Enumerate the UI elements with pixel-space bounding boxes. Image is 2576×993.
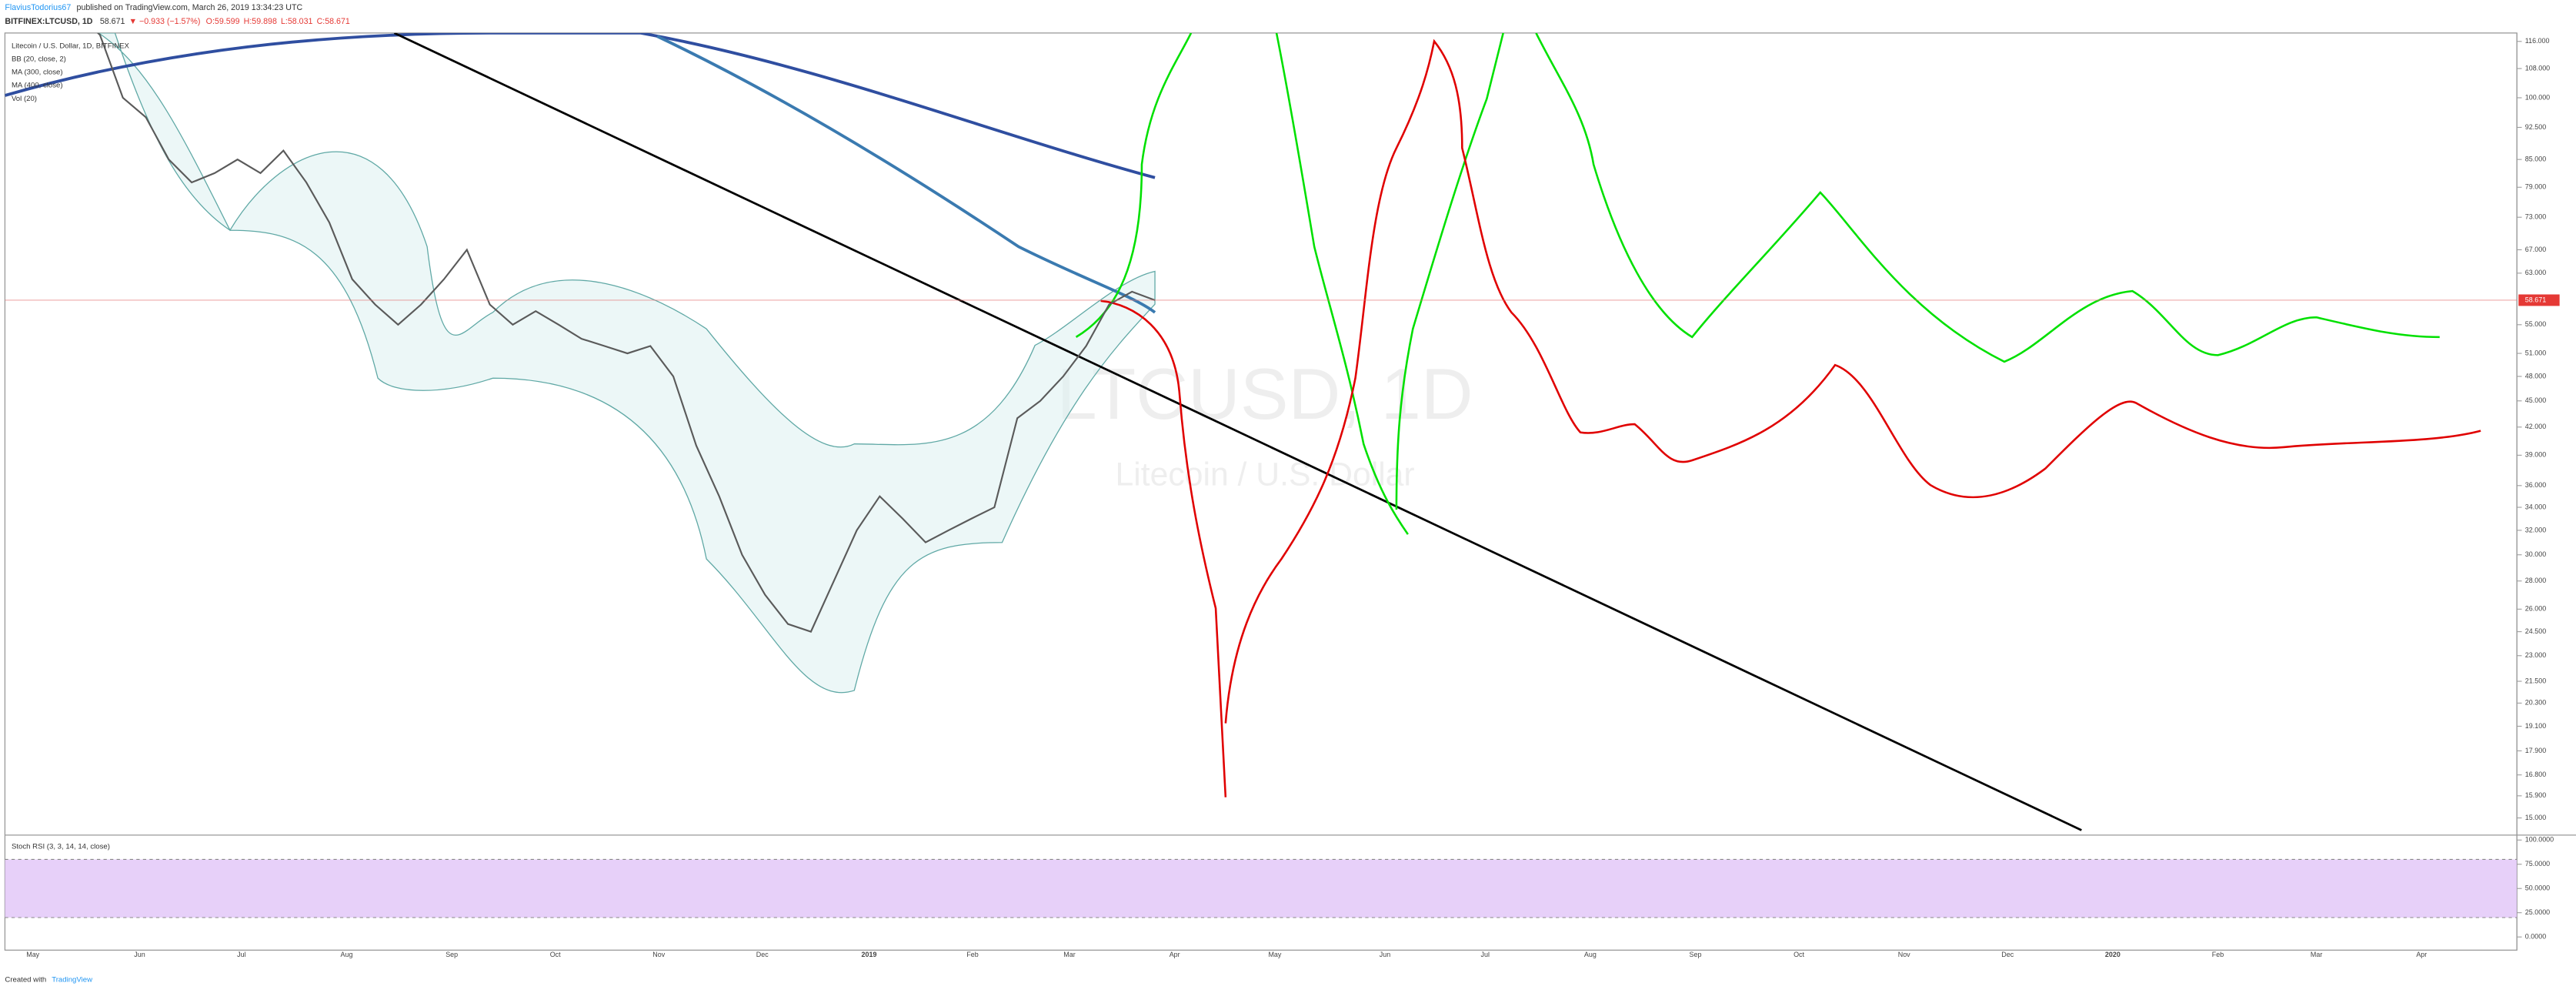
footer: Created with TradingView bbox=[5, 975, 92, 984]
legend-item: MA (400, close) bbox=[12, 82, 63, 90]
y-tick-label: 34.000 bbox=[2525, 503, 2546, 510]
x-tick-label: 2019 bbox=[862, 951, 877, 958]
x-tick-label: Jun bbox=[134, 951, 145, 958]
y-tick-label: 39.000 bbox=[2525, 451, 2546, 459]
stoch-y-tick-label: 100.0000 bbox=[2525, 836, 2554, 844]
last-price-label: 58.671 bbox=[2525, 296, 2546, 303]
footer-brand[interactable]: TradingView bbox=[52, 975, 92, 984]
x-tick-label: 2020 bbox=[2105, 951, 2121, 958]
x-tick-label: Aug bbox=[341, 951, 353, 958]
y-tick-label: 116.000 bbox=[2525, 37, 2550, 45]
y-tick-label: 15.900 bbox=[2525, 791, 2546, 799]
last: 58.671 bbox=[100, 17, 125, 26]
watermark-name: Litecoin / U.S. Dollar bbox=[1116, 456, 1415, 493]
y-tick-label: 28.000 bbox=[2525, 577, 2546, 584]
published: published on TradingView.com, March 26, … bbox=[77, 3, 303, 12]
y-tick-label: 63.000 bbox=[2525, 269, 2546, 276]
y-tick-label: 20.300 bbox=[2525, 699, 2546, 707]
y-tick-label: 48.000 bbox=[2525, 372, 2546, 379]
y-tick-label: 100.000 bbox=[2525, 93, 2550, 101]
author[interactable]: FlaviusTodorius67 bbox=[5, 3, 71, 12]
x-tick-label: Dec bbox=[2001, 951, 2014, 958]
x-tick-label: May bbox=[26, 951, 39, 958]
y-tick-label: 24.500 bbox=[2525, 627, 2546, 635]
y-tick-label: 79.000 bbox=[2525, 183, 2546, 191]
x-tick-label: Apr bbox=[2416, 951, 2427, 958]
x-tick-label: Sep bbox=[1690, 951, 1702, 958]
change: ▼ −0.933 (−1.57%) bbox=[129, 17, 201, 26]
x-tick-label: Apr bbox=[1170, 951, 1180, 958]
stoch-title: Stoch RSI (3, 3, 14, 14, close) bbox=[12, 842, 110, 851]
stoch-y-tick-label: 25.0000 bbox=[2525, 908, 2550, 916]
x-tick-label: Dec bbox=[756, 951, 769, 958]
y-tick-label: 26.000 bbox=[2525, 605, 2546, 613]
legend-item: BB (20, close, 2) bbox=[12, 55, 66, 64]
y-tick-label: 73.000 bbox=[2525, 213, 2546, 221]
bollinger-band bbox=[97, 32, 1156, 694]
green-projection bbox=[1395, 32, 1504, 510]
y-tick-label: 55.000 bbox=[2525, 320, 2546, 328]
legend-series: Litecoin / U.S. Dollar, 1D, BITFINEX bbox=[12, 42, 130, 50]
y-tick-label: 19.100 bbox=[2525, 722, 2546, 730]
low: L:58.031 bbox=[281, 17, 313, 26]
y-tick-label: 42.000 bbox=[2525, 423, 2546, 430]
y-tick-label: 67.000 bbox=[2525, 246, 2546, 253]
ma-300 bbox=[656, 35, 1156, 314]
x-tick-label: Nov bbox=[1898, 951, 1910, 958]
x-tick-label: Sep bbox=[445, 951, 458, 958]
symbol-line: BITFINEX:LTCUSD, 1D 58.671 ▼ −0.933 (−1.… bbox=[5, 17, 349, 26]
x-tick-label: Oct bbox=[1794, 951, 1804, 958]
x-tick-label: Jul bbox=[1480, 951, 1489, 958]
x-tick-label: Jun bbox=[1380, 951, 1390, 958]
y-tick-label: 15.000 bbox=[2525, 814, 2546, 821]
close: C:58.671 bbox=[317, 17, 350, 26]
y-tick-label: 85.000 bbox=[2525, 155, 2546, 163]
red-projection bbox=[1100, 299, 1227, 797]
last-price-box bbox=[2518, 294, 2560, 306]
y-tick-label: 108.000 bbox=[2525, 64, 2550, 72]
y-tick-label: 32.000 bbox=[2525, 526, 2546, 533]
main-pane bbox=[5, 32, 2481, 831]
red-projection bbox=[1224, 38, 2481, 724]
y-tick-label: 30.000 bbox=[2525, 550, 2546, 558]
x-tick-label: Nov bbox=[652, 951, 665, 958]
x-tick-label: Aug bbox=[1584, 951, 1597, 958]
x-tick-label: Mar bbox=[1063, 951, 1075, 958]
stoch-y-tick-label: 75.0000 bbox=[2525, 860, 2550, 868]
header-line: FlaviusTodorius67 published on TradingVi… bbox=[5, 3, 302, 12]
trend-line bbox=[393, 32, 2082, 831]
y-tick-label: 92.500 bbox=[2525, 123, 2546, 131]
y-tick-label: 17.900 bbox=[2525, 747, 2546, 754]
open: O:59.599 bbox=[206, 17, 240, 26]
stoch-band bbox=[5, 859, 2518, 918]
symbol: BITFINEX:LTCUSD, 1D bbox=[5, 17, 92, 26]
x-tick-label: May bbox=[1268, 951, 1281, 958]
y-tick-label: 45.000 bbox=[2525, 396, 2546, 404]
x-tick-label: Jul bbox=[237, 951, 245, 958]
y-tick-label: 36.000 bbox=[2525, 481, 2546, 489]
green-projection bbox=[1275, 32, 1409, 535]
y-tick-label: 23.000 bbox=[2525, 651, 2546, 659]
x-tick-label: Feb bbox=[2212, 951, 2224, 958]
x-tick-label: Feb bbox=[966, 951, 978, 958]
legend-item: Vol (20) bbox=[12, 95, 37, 103]
stoch-y-tick-label: 50.0000 bbox=[2525, 884, 2550, 892]
x-tick-label: Oct bbox=[550, 951, 561, 958]
y-tick-label: 51.000 bbox=[2525, 349, 2546, 356]
y-tick-label: 21.500 bbox=[2525, 677, 2546, 684]
stoch-y-tick-label: 0.0000 bbox=[2525, 933, 2546, 941]
ma-400 bbox=[5, 32, 1156, 179]
watermark-symbol: LTCUSD, 1D bbox=[1057, 353, 1473, 434]
y-tick-label: 16.800 bbox=[2525, 771, 2546, 778]
high: H:59.898 bbox=[244, 17, 277, 26]
green-projection bbox=[1535, 32, 2440, 363]
x-tick-label: Mar bbox=[2311, 951, 2322, 958]
legend: BB (20, close, 2) MA (300, close) MA (400,… bbox=[12, 55, 66, 103]
legend-item: MA (300, close) bbox=[12, 69, 63, 77]
price-line bbox=[96, 32, 1156, 633]
footer-created: Created with bbox=[5, 975, 46, 984]
